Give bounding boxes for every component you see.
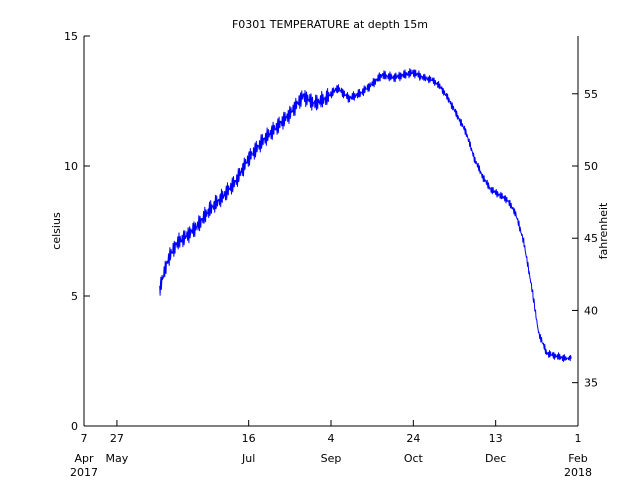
series-line-temperature bbox=[159, 68, 572, 363]
x-tick-label-month: Jul bbox=[241, 452, 255, 465]
y2-axis-label-fahrenheit: fahrenheit bbox=[597, 202, 610, 259]
x-tick-label-day: 7 bbox=[81, 432, 88, 445]
chart-title: F0301 TEMPERATURE at depth 15m bbox=[232, 18, 428, 31]
x-tick-label-month: May bbox=[106, 452, 129, 465]
x-tick-label-month: Oct bbox=[404, 452, 424, 465]
y-axis-label-celsius: celsius bbox=[50, 212, 63, 250]
year-label-start: 2017 bbox=[70, 466, 98, 479]
y2-tick-label: 45 bbox=[584, 232, 598, 245]
y2-tick-label: 40 bbox=[584, 304, 598, 317]
x-tick-label-day: 1 bbox=[575, 432, 582, 445]
x-tick-label-month: Apr bbox=[74, 452, 94, 465]
y-tick-label: 5 bbox=[71, 290, 78, 303]
y-tick-label: 15 bbox=[64, 30, 78, 43]
y2-tick-label: 35 bbox=[584, 377, 598, 390]
year-label-end: 2018 bbox=[564, 466, 592, 479]
x-tick-label-day: 4 bbox=[328, 432, 335, 445]
y-tick-label: 10 bbox=[64, 160, 78, 173]
y2-tick-label: 50 bbox=[584, 160, 598, 173]
x-tick-label-month: Feb bbox=[568, 452, 587, 465]
y-tick-label: 0 bbox=[71, 420, 78, 433]
x-tick-label-day: 27 bbox=[110, 432, 124, 445]
y2-tick-label: 55 bbox=[584, 88, 598, 101]
x-tick-label-day: 13 bbox=[489, 432, 503, 445]
x-tick-label-day: 24 bbox=[406, 432, 420, 445]
x-tick-label-month: Sep bbox=[321, 452, 342, 465]
x-tick-label-day: 16 bbox=[242, 432, 256, 445]
x-tick-label-month: Dec bbox=[485, 452, 506, 465]
